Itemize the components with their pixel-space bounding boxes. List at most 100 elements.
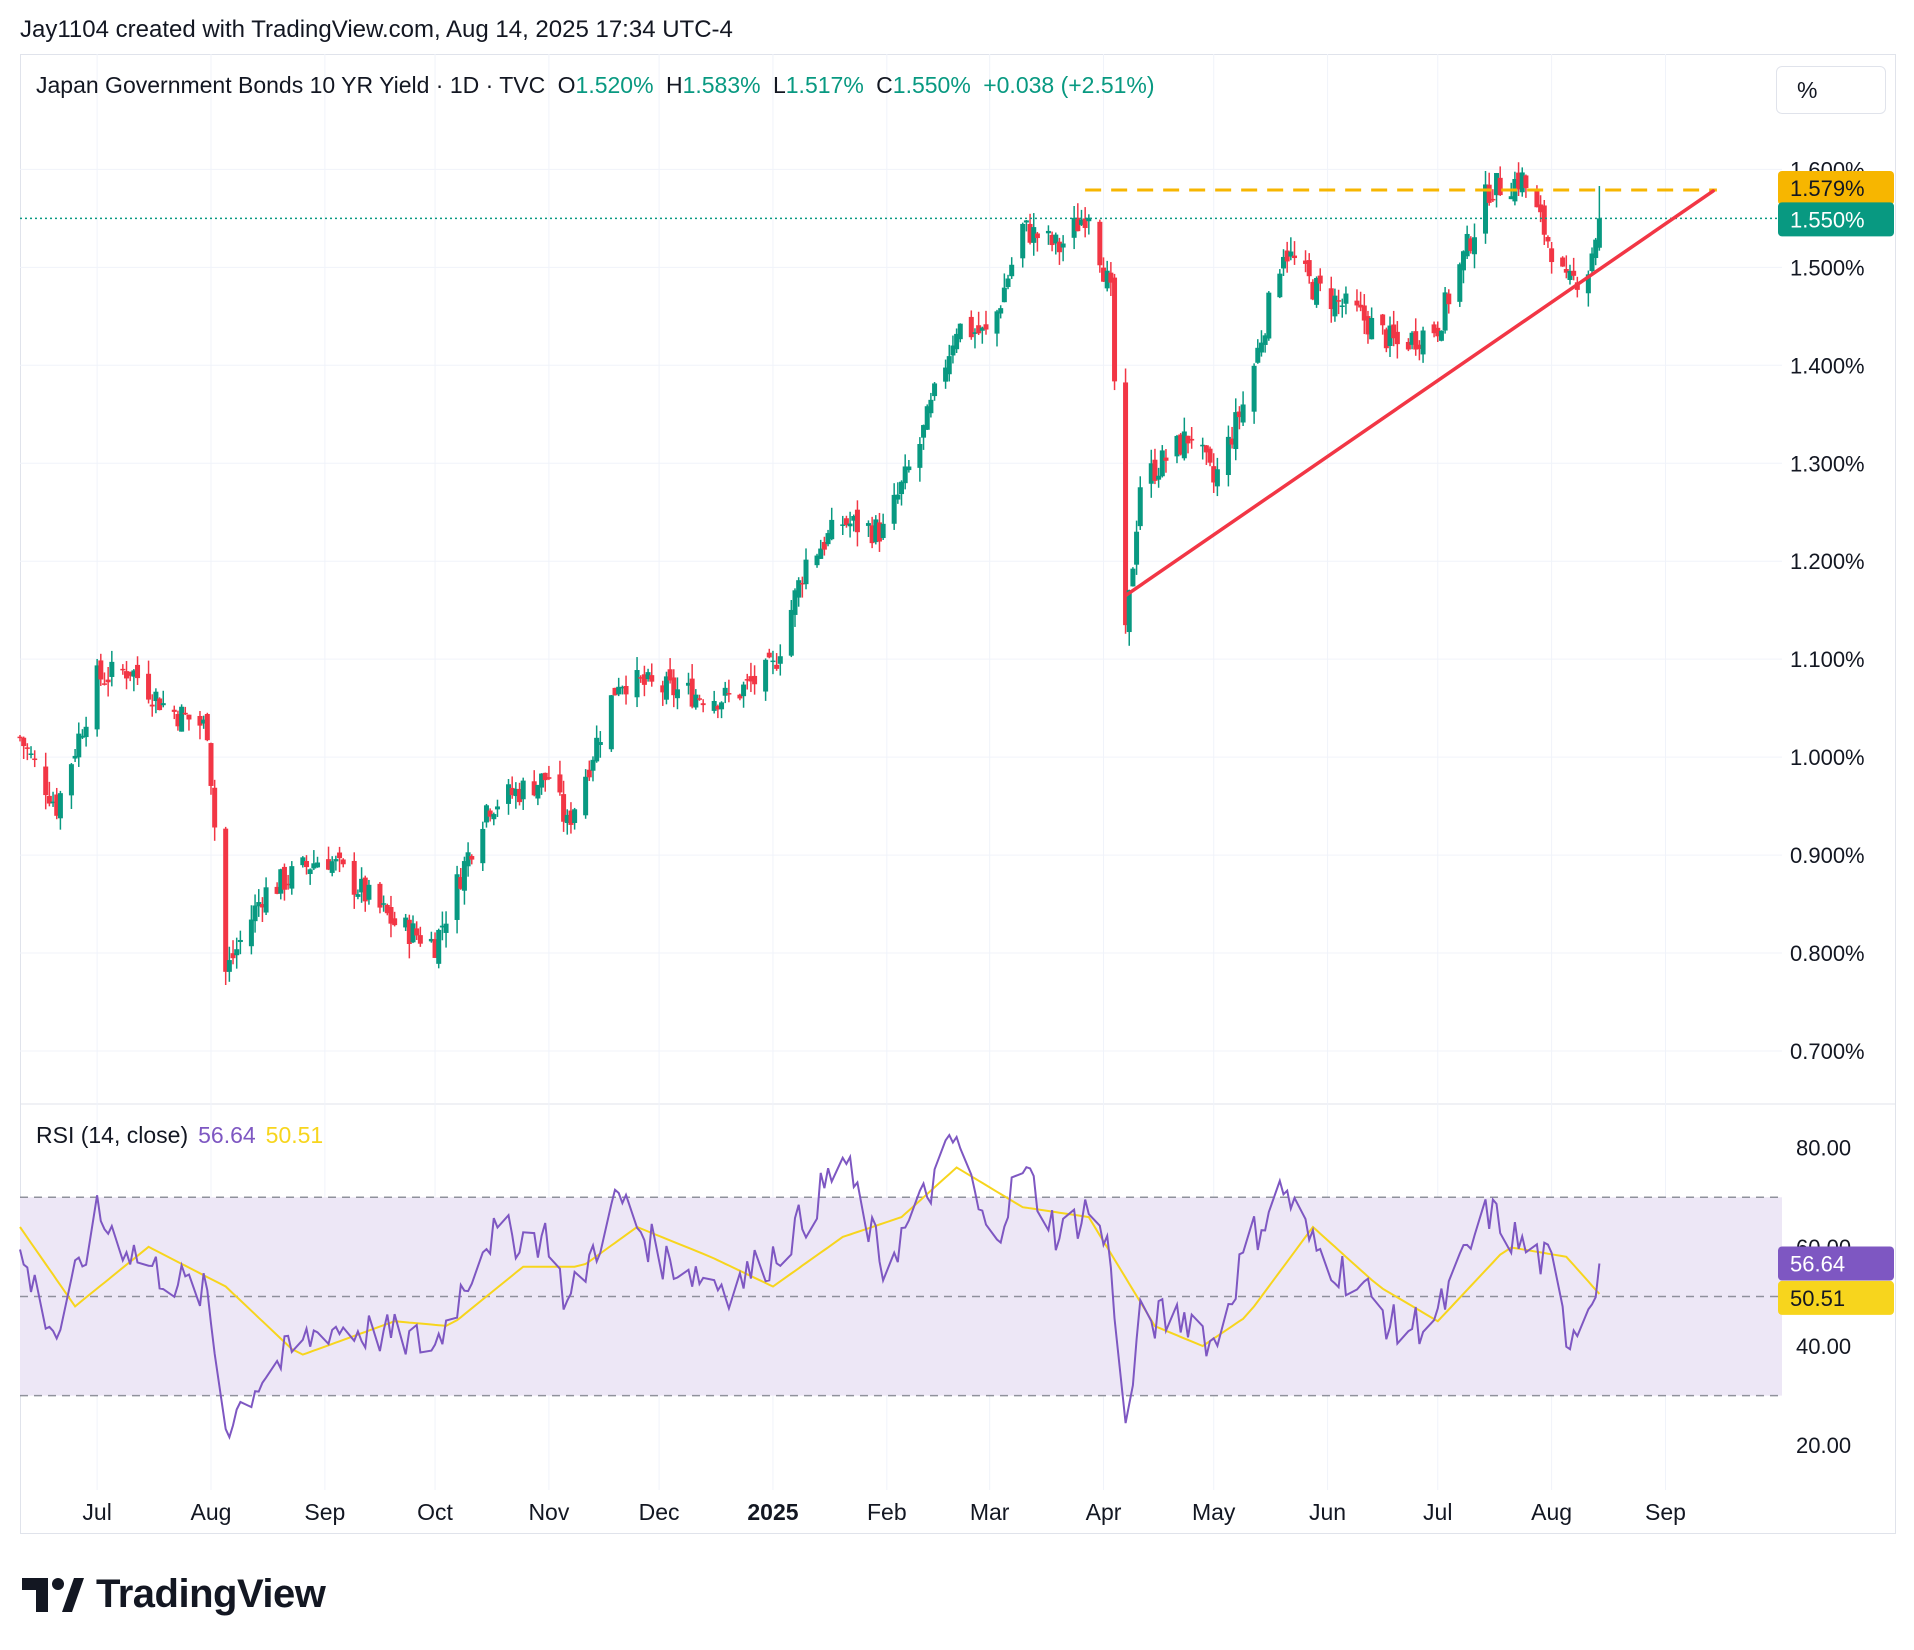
candle-body	[252, 905, 258, 922]
candle-body	[1409, 332, 1415, 345]
candle	[24, 743, 30, 761]
candle-body	[355, 894, 361, 897]
candle	[1236, 406, 1242, 430]
candle-body	[1277, 273, 1283, 298]
candle	[1446, 289, 1452, 314]
candle-body	[766, 652, 772, 658]
candle-body	[1031, 227, 1037, 243]
candle-body	[157, 698, 163, 711]
candle-body	[388, 907, 394, 924]
candle-body	[972, 332, 978, 334]
high-label: H	[665, 72, 683, 98]
candle	[1108, 262, 1114, 297]
candle	[649, 663, 655, 687]
candle	[289, 861, 295, 895]
candle-body	[1413, 331, 1419, 350]
candle	[979, 326, 985, 344]
candle	[976, 311, 982, 336]
candle	[1483, 170, 1489, 244]
candle-body	[1097, 221, 1103, 266]
candle-body	[1405, 341, 1411, 350]
candle	[436, 928, 442, 969]
candle-body	[722, 687, 728, 696]
candle-body	[623, 685, 629, 695]
candle-body	[94, 665, 100, 730]
candle	[865, 520, 871, 537]
candle-body	[1240, 404, 1246, 423]
candle	[1519, 167, 1525, 197]
candle-body	[237, 939, 243, 943]
candle	[101, 672, 107, 686]
rsi-line	[19, 1133, 1601, 1441]
candle	[494, 799, 500, 817]
candle-body	[663, 676, 669, 700]
candle-body	[693, 694, 699, 708]
candle	[1416, 340, 1422, 361]
candle-body	[186, 714, 192, 720]
candle-body	[1156, 475, 1162, 480]
candle-body	[1233, 412, 1239, 450]
candle	[737, 693, 743, 701]
candle-body	[1314, 278, 1320, 305]
candle	[1541, 199, 1547, 245]
candle	[351, 852, 357, 909]
candle-body	[685, 682, 691, 686]
rsi-ma-line	[19, 1166, 1601, 1356]
candle-body	[1255, 347, 1261, 363]
candle-body	[72, 755, 78, 759]
candle	[1490, 189, 1496, 202]
candle-body	[300, 857, 306, 866]
candle-body	[1339, 305, 1345, 307]
candle-body	[1567, 270, 1573, 280]
symbol-title[interactable]: Japan Government Bonds 10 YR Yield · 1D …	[36, 72, 546, 98]
candle-body	[1442, 292, 1448, 331]
candle-body	[1571, 270, 1577, 276]
candle-body	[487, 810, 493, 817]
candle-body	[645, 672, 651, 680]
candle	[917, 437, 923, 482]
candle-body	[597, 742, 603, 745]
candle-body	[226, 960, 232, 972]
candle	[94, 658, 100, 737]
candle-body	[847, 523, 853, 527]
candle	[1567, 264, 1573, 285]
price-axis-label: 1.500%	[1790, 255, 1865, 280]
candle-body	[998, 308, 1004, 314]
price-labels: 1.579% 1.550% 56.64 50.51	[1778, 170, 1894, 1315]
candle	[968, 310, 974, 340]
percent-unit-button[interactable]: %	[1776, 66, 1886, 114]
candle-body	[1483, 184, 1489, 234]
candle	[1394, 321, 1400, 359]
candle	[1009, 257, 1015, 279]
candle	[906, 459, 912, 473]
candle	[719, 701, 725, 719]
candle	[1280, 249, 1286, 276]
candle-body	[1148, 463, 1154, 484]
candle	[252, 894, 258, 933]
candle-body	[146, 673, 152, 700]
rsi-value-tag-text: 56.64	[1790, 1252, 1845, 1277]
candle	[278, 868, 284, 900]
candle-body	[564, 814, 570, 824]
rsi-title[interactable]: RSI (14, close)	[36, 1122, 189, 1148]
candle	[1328, 276, 1334, 323]
candle	[1571, 257, 1577, 281]
candle	[752, 665, 758, 695]
candle	[1336, 289, 1342, 315]
candle	[124, 661, 130, 690]
rsi-axis-label: 40.00	[1796, 1334, 1851, 1359]
candle	[1086, 214, 1092, 235]
candle	[1056, 237, 1062, 265]
candle	[226, 946, 232, 982]
candle	[454, 865, 460, 934]
candle-body	[1431, 324, 1437, 334]
candle-body	[171, 709, 177, 712]
candle	[1097, 219, 1103, 273]
candle	[983, 310, 989, 335]
candle	[777, 644, 783, 676]
candle	[366, 879, 372, 905]
price-axis-label: 0.900%	[1790, 843, 1865, 868]
change-value: +0.038 (+2.51%)	[983, 72, 1155, 98]
candle-body	[799, 582, 805, 585]
